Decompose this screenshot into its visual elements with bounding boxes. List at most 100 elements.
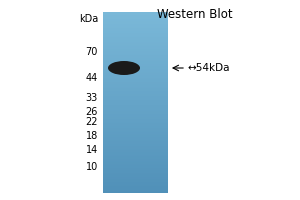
Bar	[103, 78, 168, 80]
Bar	[103, 150, 168, 152]
Bar	[103, 144, 168, 146]
Bar	[103, 64, 168, 66]
Bar	[103, 164, 168, 166]
Bar	[103, 69, 168, 71]
Text: kDa: kDa	[79, 14, 98, 24]
Bar	[103, 132, 168, 134]
Bar	[103, 189, 168, 191]
Bar	[103, 63, 168, 65]
Bar	[103, 73, 168, 75]
Bar	[103, 70, 168, 72]
Bar	[103, 159, 168, 161]
Bar	[103, 27, 168, 29]
Bar	[103, 24, 168, 26]
Bar	[103, 75, 168, 77]
Bar	[103, 21, 168, 23]
Bar	[103, 119, 168, 121]
Text: 14: 14	[86, 145, 98, 155]
Bar	[103, 180, 168, 182]
Bar	[103, 42, 168, 44]
Bar	[103, 36, 168, 38]
Text: 22: 22	[85, 117, 98, 127]
Bar	[103, 51, 168, 53]
Bar	[103, 152, 168, 154]
Bar	[103, 185, 168, 187]
Bar	[103, 176, 168, 178]
Ellipse shape	[108, 61, 140, 75]
Bar	[103, 111, 168, 113]
Bar	[103, 122, 168, 124]
Bar	[103, 167, 168, 169]
Bar	[103, 126, 168, 128]
Bar	[103, 43, 168, 45]
Bar	[103, 85, 168, 87]
Bar	[103, 34, 168, 36]
Bar	[103, 137, 168, 139]
Bar	[103, 177, 168, 179]
Bar	[103, 143, 168, 145]
Bar	[103, 84, 168, 86]
Bar	[103, 120, 168, 122]
Bar	[103, 93, 168, 95]
Bar	[103, 11, 168, 14]
Bar	[103, 30, 168, 32]
Text: 44: 44	[86, 73, 98, 83]
Bar	[103, 156, 168, 158]
Text: Western Blot: Western Blot	[157, 8, 233, 21]
Bar	[103, 102, 168, 104]
Bar	[103, 179, 168, 181]
Bar	[103, 67, 168, 69]
Bar	[103, 113, 168, 115]
Bar	[103, 15, 168, 17]
Bar	[103, 129, 168, 131]
Bar	[103, 165, 168, 167]
Bar	[103, 72, 168, 74]
Text: 18: 18	[86, 131, 98, 141]
Bar	[103, 105, 168, 107]
Bar	[103, 57, 168, 59]
Bar	[103, 37, 168, 39]
Bar	[103, 153, 168, 155]
Bar	[103, 52, 168, 54]
Bar	[103, 168, 168, 170]
Bar	[103, 55, 168, 57]
Bar	[103, 99, 168, 101]
Bar	[103, 146, 168, 148]
Bar	[103, 54, 168, 56]
Bar	[103, 134, 168, 136]
Bar	[103, 58, 168, 60]
Bar	[103, 141, 168, 143]
Bar	[103, 48, 168, 50]
Bar	[103, 161, 168, 163]
Bar	[103, 76, 168, 78]
Text: 70: 70	[85, 47, 98, 57]
Bar	[103, 138, 168, 140]
Bar	[103, 28, 168, 30]
Bar	[103, 46, 168, 48]
Bar	[103, 171, 168, 173]
Text: ↔54kDa: ↔54kDa	[188, 63, 230, 73]
Bar	[103, 114, 168, 116]
Bar	[103, 18, 168, 20]
Bar	[103, 39, 168, 41]
Bar	[103, 82, 168, 84]
Bar	[103, 182, 168, 184]
Bar	[103, 25, 168, 27]
Bar	[103, 88, 168, 90]
Bar	[103, 173, 168, 175]
Bar	[103, 31, 168, 33]
Bar	[103, 183, 168, 185]
Bar	[103, 123, 168, 125]
Bar	[103, 108, 168, 110]
Bar	[103, 45, 168, 47]
Bar	[103, 96, 168, 98]
Bar	[103, 107, 168, 109]
Bar	[103, 61, 168, 63]
Bar	[103, 149, 168, 151]
Bar	[103, 147, 168, 149]
Bar	[103, 117, 168, 119]
Bar	[103, 16, 168, 18]
Bar	[103, 188, 168, 190]
Bar	[103, 174, 168, 176]
Bar	[103, 155, 168, 157]
